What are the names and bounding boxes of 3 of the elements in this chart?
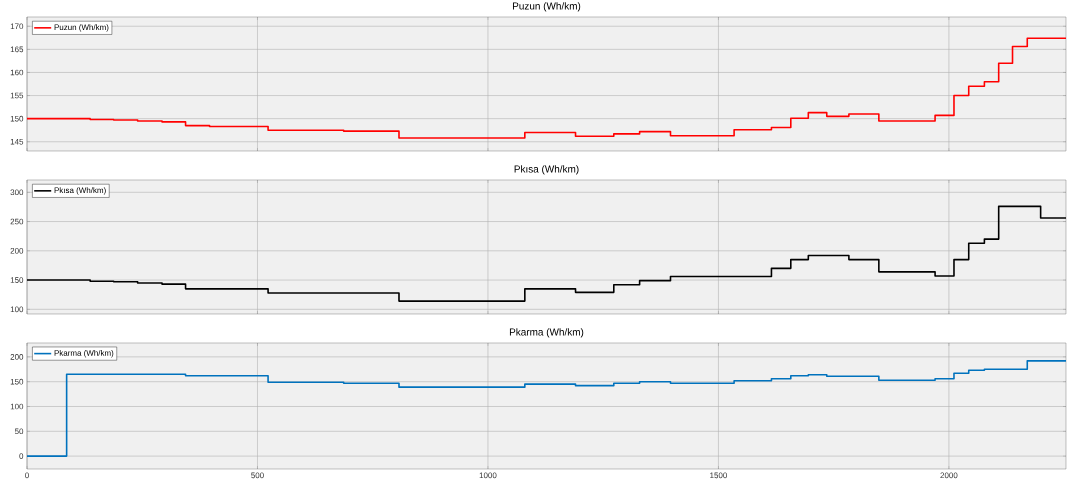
chart-title: Pkısa (Wh/km)	[514, 165, 579, 175]
chart-title: Pkarma (Wh/km)	[509, 328, 584, 338]
chart-title: Puzun (Wh/km)	[512, 2, 581, 12]
